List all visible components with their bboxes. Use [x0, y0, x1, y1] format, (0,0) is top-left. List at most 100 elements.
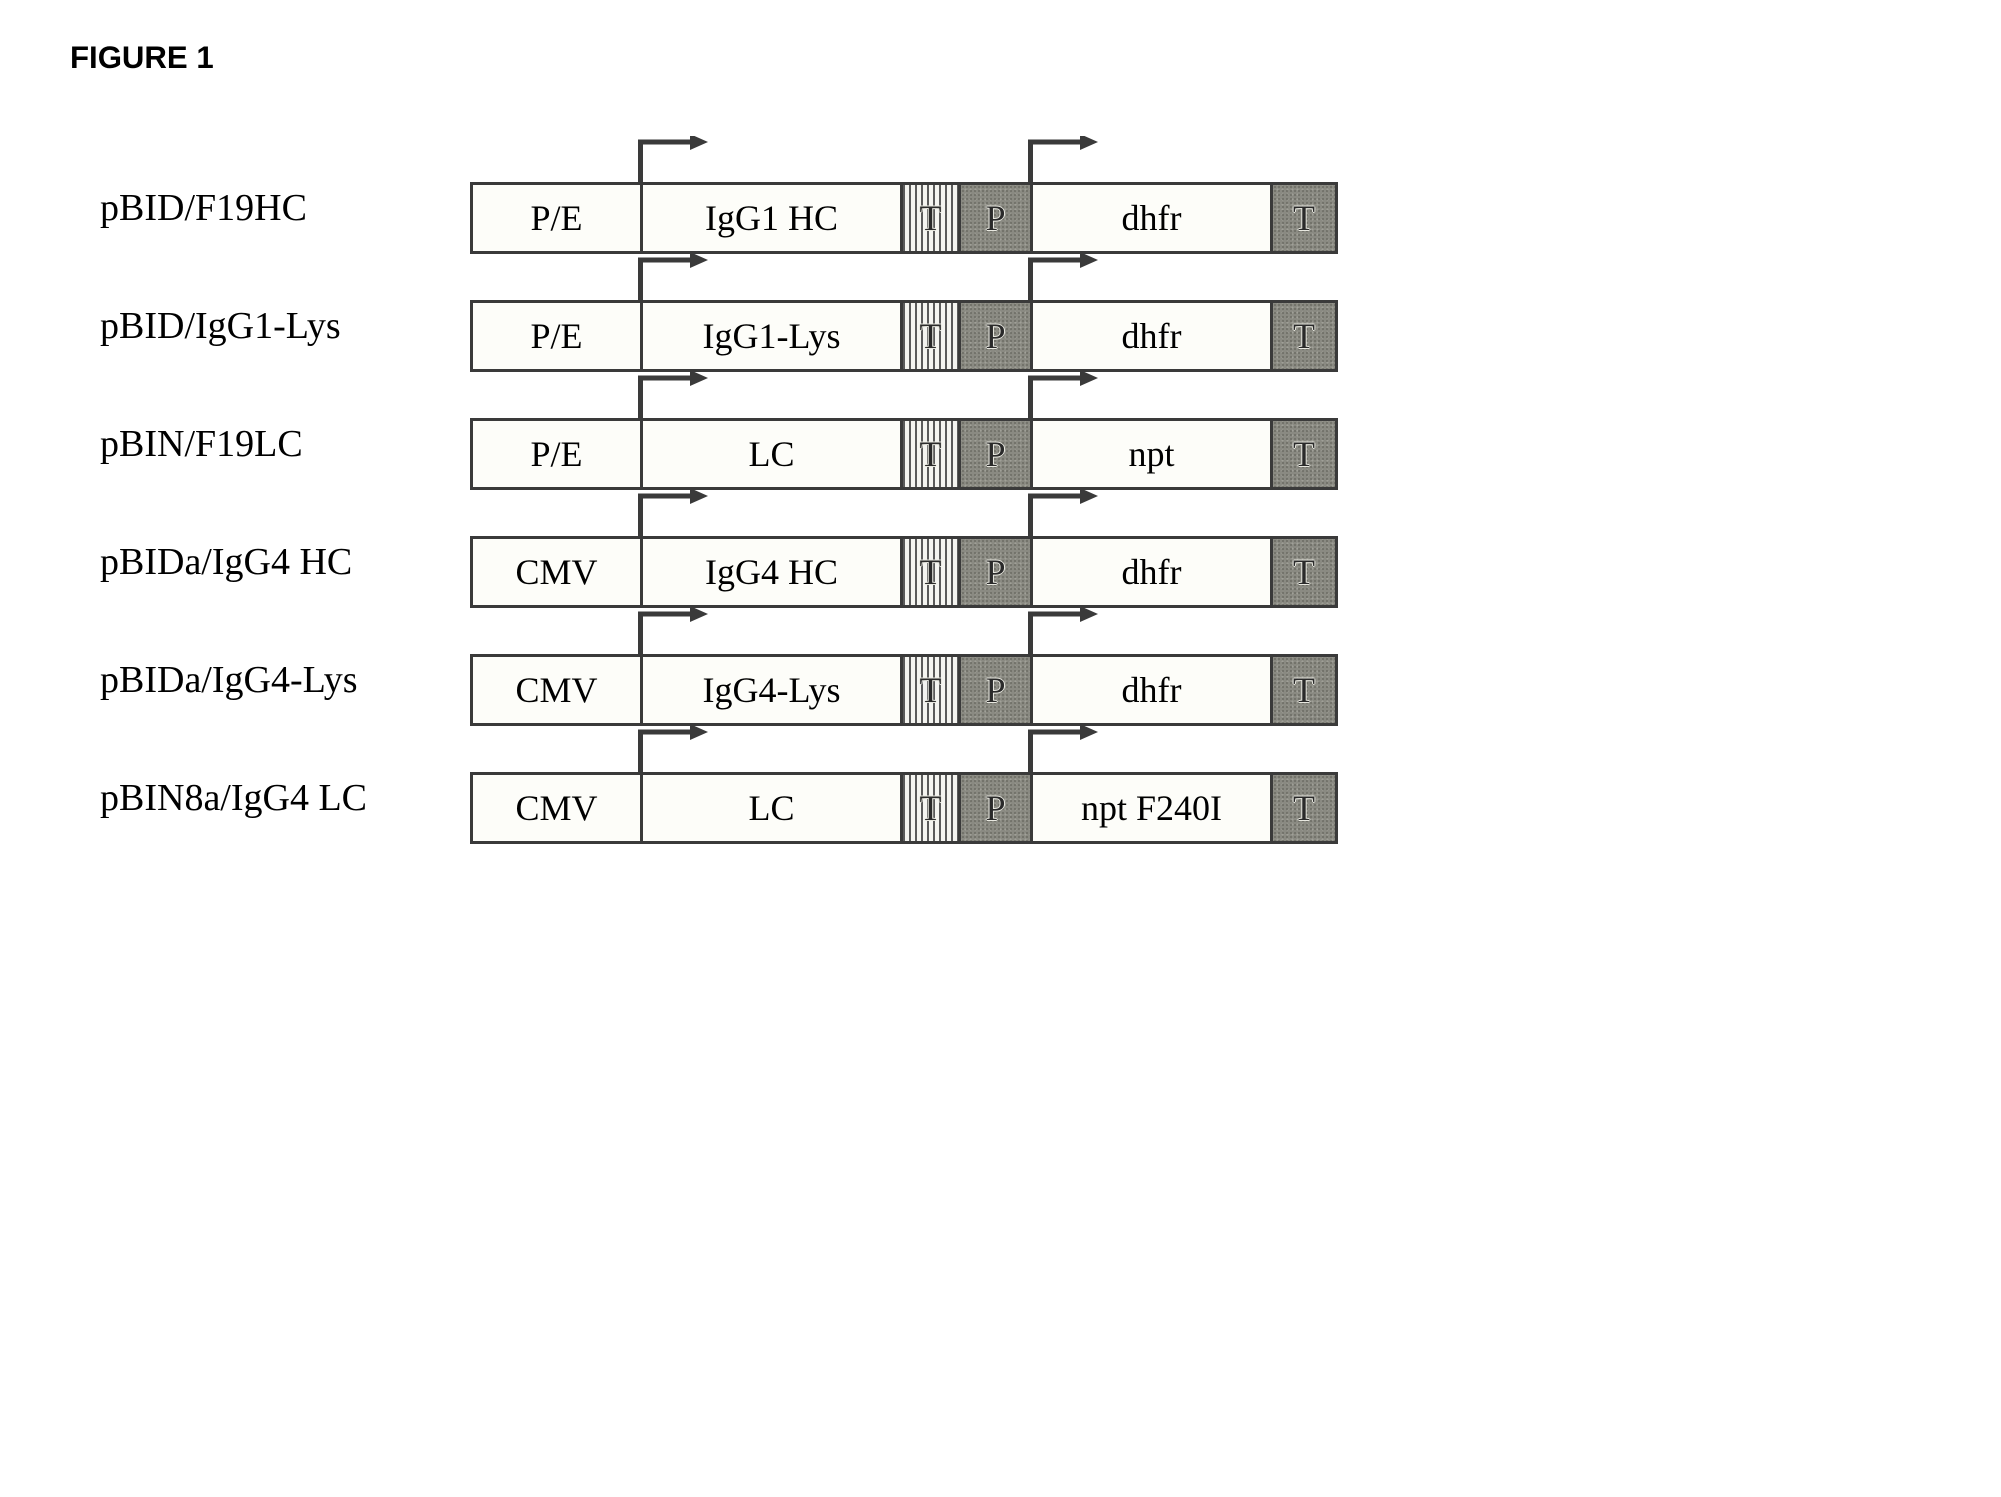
cassette-wrap: CMV IgG4-Lys T Pdhfr T	[470, 654, 1338, 726]
segment-label: P	[985, 197, 1005, 239]
promoter-arrow-icon	[1028, 608, 1098, 654]
segment-label: CMV	[515, 669, 597, 711]
segment-term2: T	[1273, 657, 1335, 723]
segment-term2: T	[1273, 775, 1335, 841]
segment-term1: T	[903, 303, 961, 369]
cassette-wrap: P/E IgG1-Lys T Pdhfr T	[470, 300, 1338, 372]
segment-label: dhfr	[1122, 669, 1182, 711]
construct-row: pBIN8a/IgG4 LC CMV LC T Pnpt F240I T	[100, 726, 1941, 844]
promoter-arrow-icon	[638, 490, 708, 536]
segment-label: LC	[748, 433, 794, 475]
segment-term1: T	[903, 775, 961, 841]
figure-title: FIGURE 1	[70, 40, 1941, 76]
segment-term1: T	[903, 185, 961, 251]
construct-row: pBID/F19HC P/E IgG1 HC T Pdhfr T	[100, 136, 1941, 254]
segment-gene1: IgG1-Lys	[643, 303, 903, 369]
segment-promoter2: P	[961, 539, 1033, 605]
promoter-arrow-icon	[638, 372, 708, 418]
segment-label: T	[920, 787, 942, 829]
segment-promoter1: CMV	[473, 539, 643, 605]
segment-term2: T	[1273, 539, 1335, 605]
construct-label: pBIDa/IgG4 HC	[100, 536, 470, 608]
segment-term1: T	[903, 657, 961, 723]
expression-cassette: CMV IgG4-Lys T Pdhfr T	[470, 654, 1338, 726]
expression-cassette: P/E IgG1-Lys T Pdhfr T	[470, 300, 1338, 372]
segment-label: IgG1-Lys	[703, 315, 841, 357]
construct-row: pBIDa/IgG4 HC CMVIgG4 HCTPdhfrT	[100, 490, 1941, 608]
segment-label: T	[920, 315, 942, 357]
expression-cassette: P/ELCTPnptT	[470, 418, 1338, 490]
segment-gene2: dhfr	[1033, 539, 1273, 605]
segment-term1: T	[903, 421, 961, 487]
segment-term2: T	[1273, 185, 1335, 251]
segment-label: T	[920, 551, 942, 593]
expression-cassette: CMVIgG4 HCTPdhfrT	[470, 536, 1338, 608]
construct-label: pBID/IgG1-Lys	[100, 300, 470, 372]
segment-label: T	[1293, 197, 1315, 239]
segment-term2: T	[1273, 421, 1335, 487]
promoter-arrow-icon	[638, 608, 708, 654]
expression-cassette: CMV LC T Pnpt F240I T	[470, 772, 1338, 844]
segment-label: T	[1293, 787, 1315, 829]
segment-label: P	[985, 433, 1005, 475]
promoter-arrow-icon	[1028, 726, 1098, 772]
segment-promoter1: P/E	[473, 303, 643, 369]
segment-gene2: dhfr	[1033, 303, 1273, 369]
segment-promoter2: P	[961, 421, 1033, 487]
promoter-arrow-icon	[638, 136, 708, 182]
segment-promoter1: CMV	[473, 775, 643, 841]
segment-label: P/E	[530, 315, 582, 357]
segment-label: T	[1293, 669, 1315, 711]
promoter-arrow-icon	[1028, 372, 1098, 418]
promoter-arrow-icon	[1028, 136, 1098, 182]
segment-promoter1: P/E	[473, 185, 643, 251]
segment-label: T	[920, 669, 942, 711]
segment-label: P	[985, 315, 1005, 357]
segment-promoter2: P	[961, 775, 1033, 841]
segment-promoter2: P	[961, 657, 1033, 723]
segment-gene1: LC	[643, 775, 903, 841]
segment-gene2: npt	[1033, 421, 1273, 487]
segment-gene1: IgG4-Lys	[643, 657, 903, 723]
constructs-container: pBID/F19HC P/EIgG1 HCTPdhfrTpBID/IgG1-Ly…	[100, 136, 1941, 844]
promoter-arrow-icon	[1028, 490, 1098, 536]
segment-term2: T	[1273, 303, 1335, 369]
segment-label: T	[920, 197, 942, 239]
segment-gene2: dhfr	[1033, 185, 1273, 251]
segment-label: dhfr	[1122, 315, 1182, 357]
segment-gene1: LC	[643, 421, 903, 487]
segment-label: IgG4-Lys	[703, 669, 841, 711]
segment-label: npt F240I	[1081, 787, 1222, 829]
expression-cassette: P/E IgG1 HC T Pdhfr T	[470, 182, 1338, 254]
segment-label: T	[1293, 315, 1315, 357]
segment-promoter2: P	[961, 185, 1033, 251]
segment-label: P/E	[530, 433, 582, 475]
construct-row: pBID/IgG1-Lys P/E IgG1-Lys T Pdhfr T	[100, 254, 1941, 372]
construct-row: pBIN/F19LC P/ELCTPnptT	[100, 372, 1941, 490]
construct-label: pBIDa/IgG4-Lys	[100, 654, 470, 726]
segment-promoter1: CMV	[473, 657, 643, 723]
segment-label: dhfr	[1122, 197, 1182, 239]
construct-label: pBIN/F19LC	[100, 418, 470, 490]
segment-label: IgG4 HC	[705, 551, 838, 593]
promoter-arrow-icon	[1028, 254, 1098, 300]
promoter-arrow-icon	[638, 254, 708, 300]
segment-label: T	[1293, 433, 1315, 475]
segment-label: CMV	[515, 787, 597, 829]
construct-label: pBIN8a/IgG4 LC	[100, 772, 470, 844]
construct-row: pBIDa/IgG4-Lys CMV IgG4-Lys T Pdhfr T	[100, 608, 1941, 726]
cassette-wrap: P/ELCTPnptT	[470, 418, 1338, 490]
segment-label: dhfr	[1122, 551, 1182, 593]
segment-term1: T	[903, 539, 961, 605]
segment-label: IgG1 HC	[705, 197, 838, 239]
construct-label: pBID/F19HC	[100, 182, 470, 254]
cassette-wrap: CMV LC T Pnpt F240I T	[470, 772, 1338, 844]
cassette-wrap: P/E IgG1 HC T Pdhfr T	[470, 182, 1338, 254]
segment-label: P	[985, 787, 1005, 829]
segment-promoter1: P/E	[473, 421, 643, 487]
cassette-wrap: CMVIgG4 HCTPdhfrT	[470, 536, 1338, 608]
segment-gene2: npt F240I	[1033, 775, 1273, 841]
segment-label: LC	[748, 787, 794, 829]
segment-label: CMV	[515, 551, 597, 593]
segment-label: P	[985, 669, 1005, 711]
